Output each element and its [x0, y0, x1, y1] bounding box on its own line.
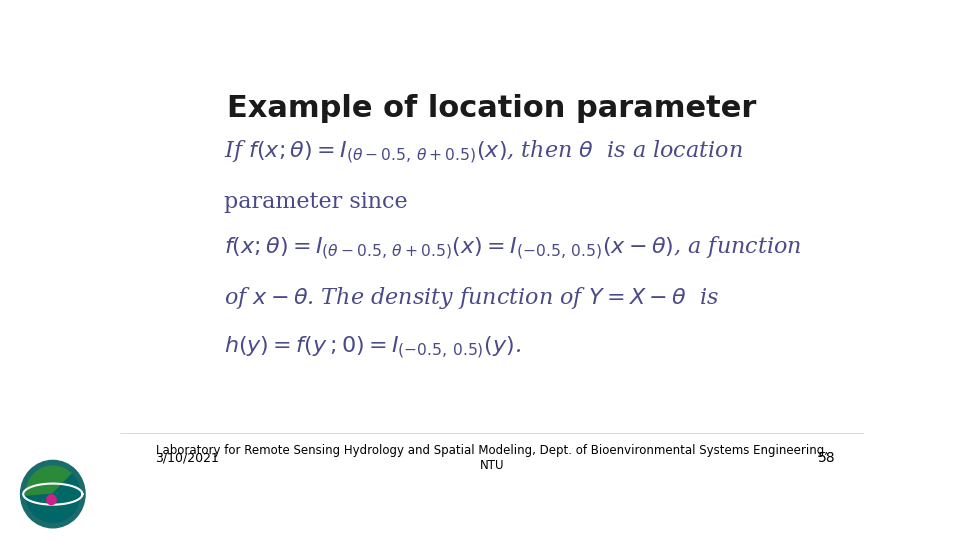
Circle shape [26, 466, 80, 522]
Text: Laboratory for Remote Sensing Hydrology and Spatial Modeling, Dept. of Bioenviro: Laboratory for Remote Sensing Hydrology … [156, 444, 828, 472]
Text: parameter since: parameter since [225, 191, 408, 213]
Text: of $x - \theta$. The density function of $Y = X - \theta$  is: of $x - \theta$. The density function of… [225, 285, 719, 310]
Text: Example of location parameter: Example of location parameter [228, 94, 756, 123]
Text: 58: 58 [818, 451, 835, 465]
Text: $h(y) = f(y\,;0) = I_{(-0.5,\, 0.5)}(y)$.: $h(y) = f(y\,;0) = I_{(-0.5,\, 0.5)}(y)$… [225, 334, 521, 361]
Text: $f(x;\theta) = I_{(\theta-0.5,\, \theta+0.5)}(x) = I_{(-0.5,\, 0.5)}(x - \theta): $f(x;\theta) = I_{(\theta-0.5,\, \theta+… [225, 234, 802, 261]
Circle shape [47, 495, 56, 504]
Text: If $f(x;\theta) = I_{(\theta-0.5,\, \theta+0.5)}(x)$, then $\theta$  is a locati: If $f(x;\theta) = I_{(\theta-0.5,\, \the… [225, 138, 743, 166]
Wedge shape [26, 466, 72, 497]
Circle shape [20, 461, 85, 528]
Wedge shape [26, 474, 80, 522]
Text: 3/10/2021: 3/10/2021 [155, 451, 219, 464]
